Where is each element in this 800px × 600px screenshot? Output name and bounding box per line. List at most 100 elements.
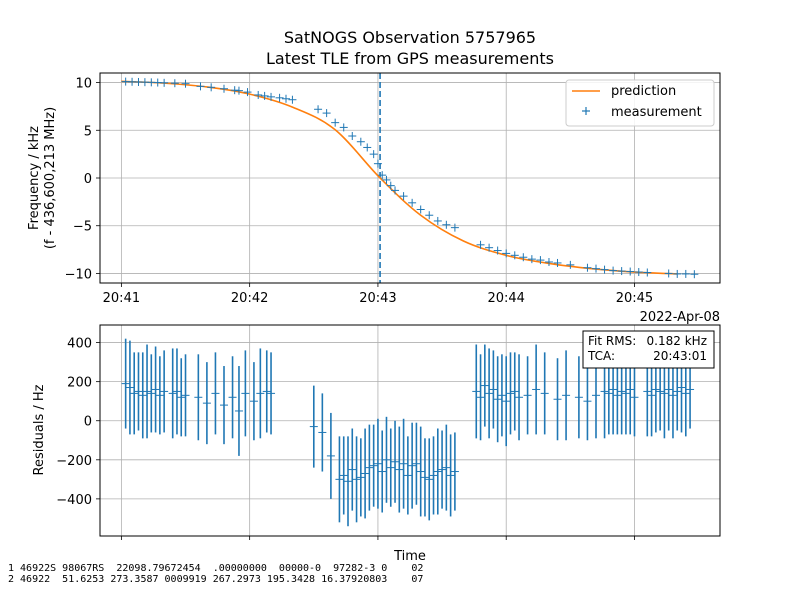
- frequency-x-tick-label: 20:45: [616, 291, 653, 306]
- residual-point: [433, 428, 442, 515]
- residual-point: [138, 352, 147, 439]
- measurement-point: [493, 246, 502, 255]
- residual-point: [480, 344, 489, 427]
- legend-prediction-label: prediction: [611, 84, 676, 99]
- residual-point: [553, 358, 562, 441]
- residual-point: [134, 352, 143, 431]
- residual-point: [425, 438, 434, 521]
- residual-point: [574, 356, 583, 439]
- residual-point: [181, 354, 190, 437]
- residual-point: [262, 350, 271, 433]
- tca-value: 20:43:01: [653, 349, 707, 363]
- frequency-y-tick-label: 10: [75, 77, 92, 92]
- residual-point: [446, 434, 455, 517]
- frequency-x-ticks: 20:41 20:42 20:43 20:44 20:45: [103, 283, 653, 306]
- residual-point: [309, 385, 318, 468]
- residual-point: [369, 424, 378, 507]
- residual-point: [155, 356, 164, 435]
- residual-point: [365, 424, 374, 511]
- frequency-y-tick-label: 5: [84, 124, 92, 139]
- frequency-grid: [100, 73, 720, 283]
- legend: prediction measurement: [565, 79, 715, 127]
- residual-point: [121, 338, 130, 429]
- measurement-point: [181, 79, 190, 88]
- residual-point: [562, 350, 571, 441]
- residual-point: [386, 428, 395, 507]
- residual-point: [523, 356, 532, 435]
- frequency-x-tick-label: 20:44: [487, 291, 524, 306]
- measurement-point: [626, 267, 635, 276]
- measurement-point: [485, 243, 494, 252]
- measurement-point: [681, 269, 690, 278]
- measurement-point: [356, 137, 365, 146]
- residual-point: [147, 354, 156, 433]
- fit-info-box: Fit RMS: 0.182 kHz TCA: 20:43:01: [582, 330, 715, 369]
- residual-point: [515, 354, 524, 441]
- residuals-y-tick-label: −200: [56, 454, 92, 469]
- chart-title-line-1: SatNOGS Observation 5757965: [284, 28, 536, 47]
- measurement-point: [502, 249, 511, 258]
- frequency-x-tick-label: 20:42: [231, 291, 268, 306]
- residuals-y-ticks: 400 200 0 −200 −400: [56, 337, 100, 508]
- measurement-point: [260, 91, 269, 100]
- fit-rms-value: 0.182 kHz: [647, 334, 707, 348]
- measurement-point: [369, 150, 378, 159]
- tca-label: TCA:: [587, 349, 615, 363]
- measurement-point: [267, 92, 276, 101]
- measurement-point: [288, 95, 297, 104]
- residual-point: [335, 436, 344, 523]
- residuals-y-tick-label: 0: [84, 415, 92, 430]
- residual-point: [493, 356, 502, 443]
- fit-info-frame: [582, 330, 715, 369]
- tle-line-2: 2 46922 51.6253 273.3587 0009919 267.297…: [8, 574, 423, 585]
- measurement-point: [373, 159, 382, 168]
- residual-point: [211, 352, 220, 435]
- measurement-point: [553, 258, 562, 267]
- measurement-point: [220, 84, 228, 93]
- residual-point: [318, 393, 327, 472]
- measurement-point: [510, 251, 519, 260]
- frequency-ylabel-line-1: Frequency / kHz: [27, 126, 42, 230]
- residual-point: [344, 436, 352, 527]
- measurement-point: [170, 79, 179, 88]
- residual-point: [442, 424, 451, 511]
- measurement-point: [592, 264, 600, 273]
- residual-point: [403, 436, 412, 515]
- measurement-point: [673, 269, 682, 278]
- residual-point: [267, 352, 276, 435]
- measurement-point: [348, 132, 357, 140]
- residuals-ylabel: Residuals / Hz: [32, 384, 47, 475]
- residual-point: [583, 362, 592, 441]
- residual-point: [168, 348, 177, 439]
- residual-point: [356, 438, 365, 517]
- measurement-point: [583, 263, 592, 272]
- residual-point: [339, 436, 348, 515]
- residual-point: [194, 354, 203, 441]
- residual-point: [256, 348, 265, 439]
- measurement-point: [234, 86, 243, 95]
- measurement-markers: [121, 77, 699, 279]
- residual-point: [130, 352, 139, 435]
- measurement-point: [207, 83, 216, 92]
- measurement-point: [322, 109, 331, 118]
- residual-point: [540, 352, 549, 435]
- residual-point: [172, 348, 181, 435]
- measurement-point: [519, 253, 528, 262]
- residual-point: [476, 354, 485, 441]
- residual-point: [228, 356, 237, 439]
- legend-box: [565, 79, 715, 127]
- measurement-point: [331, 118, 340, 127]
- chart-title-line-2: Latest TLE from GPS measurements: [266, 49, 554, 68]
- residual-point: [326, 412, 335, 499]
- residual-point: [220, 366, 228, 445]
- measurement-point: [363, 143, 372, 152]
- residual-point: [485, 348, 494, 439]
- frequency-y-tick-label: −5: [73, 220, 92, 235]
- frequency-ylabel-line-2: (f - 436,600,213 MHz): [43, 107, 58, 249]
- measurement-point: [254, 90, 263, 99]
- residual-point: [489, 350, 498, 429]
- residuals-y-tick-label: 400: [67, 337, 92, 352]
- residual-point: [416, 426, 425, 517]
- residual-errorbars: [121, 338, 695, 527]
